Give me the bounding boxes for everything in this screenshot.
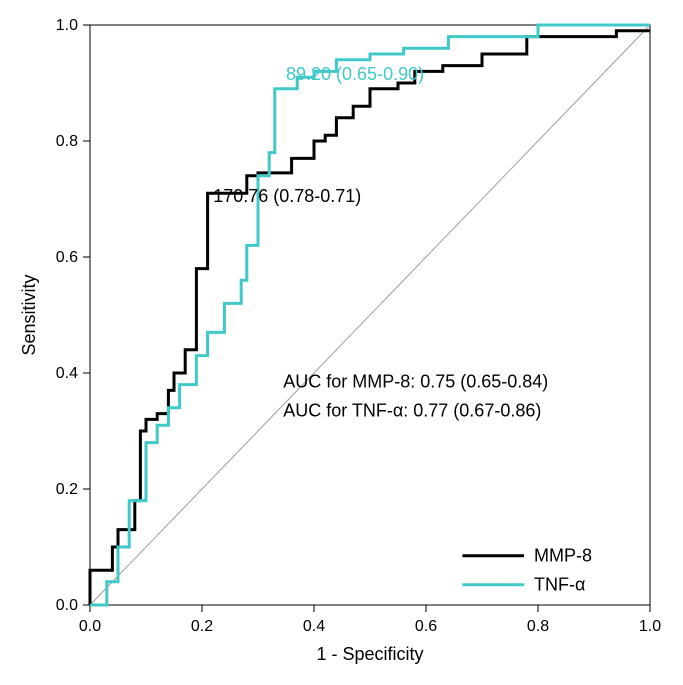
x-axis-title: 1 - Specificity — [316, 644, 423, 664]
annotation: AUC for MMP-8: 0.75 (0.65-0.84) — [283, 372, 548, 392]
roc-chart: 0.0 0.2 0.4 0.6 0.8 1.0 0.0 0.2 0.4 0.6 0.8 1.0 1 - … — [0, 0, 683, 685]
y-tick-label: 1.0 — [56, 17, 78, 34]
annotation: 170.76 (0.78-0.71) — [213, 186, 361, 206]
legend-label: TNF-α — [534, 575, 585, 595]
chart-svg: 0.0 0.2 0.4 0.6 0.8 1.0 0.0 0.2 0.4 0.6 0.8 1.0 1 - … — [0, 0, 683, 685]
x-tick-label: 1.0 — [639, 618, 661, 635]
x-tick-label: 0.4 — [303, 618, 325, 635]
x-tick-label: 0.0 — [79, 618, 101, 635]
y-axis-title: Sensitivity — [19, 274, 39, 355]
y-tick-label: 0.0 — [56, 597, 78, 614]
x-tick-label: 0.8 — [527, 618, 549, 635]
annotation: 89.20 (0.65-0.90) — [286, 64, 424, 84]
y-tick-label: 0.6 — [56, 249, 78, 266]
y-tick-label: 0.8 — [56, 133, 78, 150]
y-tick-label: 0.2 — [56, 481, 78, 498]
legend-label: MMP-8 — [534, 546, 592, 566]
x-tick-label: 0.2 — [191, 618, 213, 635]
x-tick-label: 0.6 — [415, 618, 437, 635]
annotation: AUC for TNF-α: 0.77 (0.67-0.86) — [283, 401, 541, 421]
y-tick-label: 0.4 — [56, 365, 78, 382]
